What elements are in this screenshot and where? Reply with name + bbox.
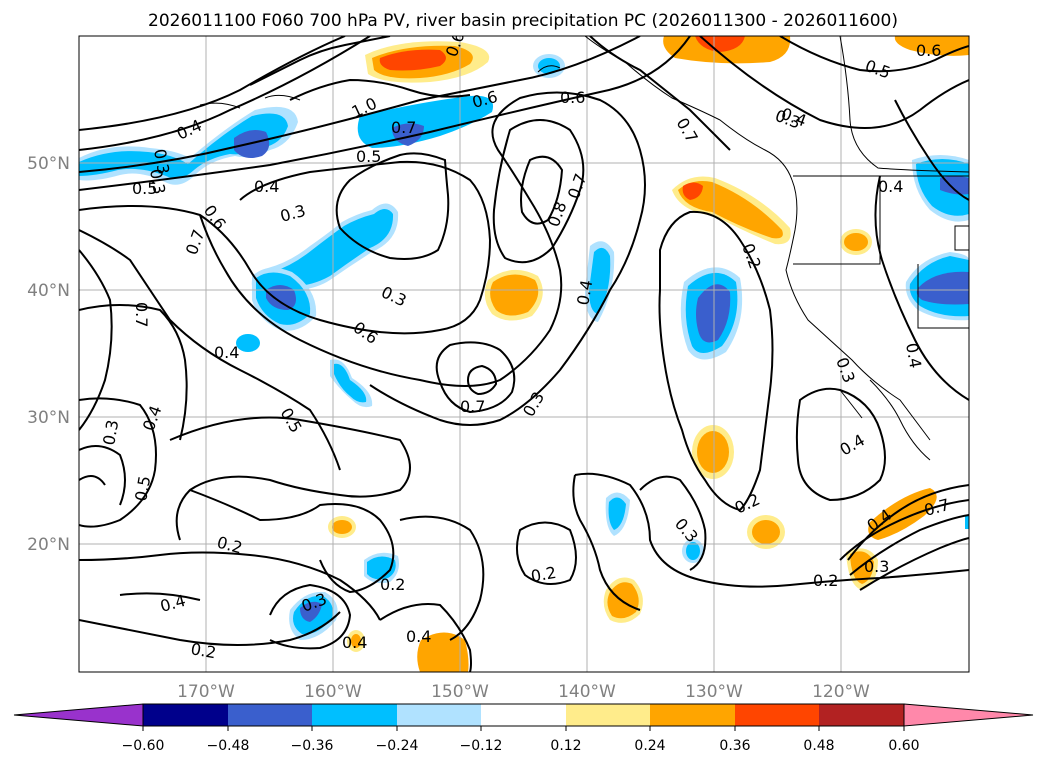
- contour-label: 0.6: [442, 29, 469, 59]
- contour-label: 0.7: [391, 118, 416, 137]
- colorbar-tick: 0.48: [803, 738, 834, 754]
- contour-label: 0.3: [864, 557, 889, 576]
- contour-label: 0.5: [131, 474, 154, 502]
- contour-label: 0.4: [573, 278, 596, 306]
- contour-label: 0.6: [560, 88, 585, 107]
- colorbar-tick: 0.24: [634, 738, 665, 754]
- lon-label: 160°W: [304, 682, 362, 702]
- lon-label: 130°W: [685, 682, 743, 702]
- contour-label: 0.2: [529, 563, 557, 586]
- colorbar-extend-low: [13, 703, 144, 727]
- colorbar: −0.60 −0.48 −0.36 −0.24 −0.12 0.12 0.24 …: [13, 703, 1034, 754]
- contour-label: 0.4: [342, 633, 367, 652]
- lon-label: 150°W: [431, 682, 489, 702]
- contour-label: 0.4: [214, 343, 239, 362]
- colorbar-tick: 0.36: [719, 738, 750, 754]
- figure-title: 2026011100 F060 700 hPa PV, river basin …: [148, 11, 898, 31]
- map-panel: 0.6 0.4 1.0 0.6 0.6 0.5 0.4 0.3 0.4 0.3 …: [79, 29, 969, 672]
- colorbar-swatch: [312, 704, 397, 726]
- colorbar-swatch: [566, 704, 650, 726]
- contour-label: 0.2: [189, 639, 217, 662]
- colorbar-swatch: [143, 704, 228, 726]
- contour-label: 0.4: [902, 341, 925, 369]
- contour-label: 0.5: [132, 179, 157, 198]
- lon-label: 140°W: [558, 682, 616, 702]
- latitude-labels: 50°N 40°N 30°N 20°N: [27, 154, 70, 555]
- lon-label: 120°W: [812, 682, 870, 702]
- colorbar-tick: −0.24: [376, 738, 419, 754]
- contour-label: 0.3: [150, 147, 173, 175]
- colorbar-tick: 0.12: [550, 738, 581, 754]
- lat-label: 40°N: [27, 281, 70, 301]
- contour-label: 0.7: [460, 397, 485, 416]
- colorbar-swatch: [819, 704, 904, 726]
- colorbar-swatch: [650, 704, 735, 726]
- contour-label: 0.7: [132, 302, 151, 327]
- colorbar-tick: −0.48: [207, 738, 250, 754]
- contour-label: 0.2: [813, 571, 838, 590]
- lat-label: 50°N: [27, 154, 70, 174]
- contour-label: 0.4: [254, 177, 279, 196]
- longitude-labels: 170°W 160°W 150°W 140°W 130°W 120°W: [177, 682, 870, 702]
- map-frame: [78, 35, 970, 673]
- colorbar-tick: −0.36: [291, 738, 334, 754]
- colorbar-swatch: [735, 704, 819, 726]
- colorbar-swatch: [481, 704, 566, 726]
- lat-label: 20°N: [27, 535, 70, 555]
- colorbar-tick: −0.12: [460, 738, 503, 754]
- contour-label: 0.5: [356, 147, 381, 166]
- colorbar-swatch: [228, 704, 312, 726]
- colorbar-swatch: [397, 704, 481, 726]
- contour-label: 0.6: [916, 41, 941, 60]
- colorbar-tick: −0.60: [122, 738, 165, 754]
- contour-label: 0.2: [380, 575, 405, 594]
- colorbar-tick: 0.60: [888, 738, 919, 754]
- pv-contours: [79, 36, 969, 672]
- coastline: [199, 36, 969, 461]
- contour-label: 0.3: [146, 167, 169, 195]
- lon-label: 170°W: [177, 682, 235, 702]
- colorbar-extend-high: [903, 703, 1034, 727]
- contour-label: 0.4: [878, 177, 903, 196]
- lat-label: 30°N: [27, 408, 70, 428]
- contour-label: 0.4: [406, 627, 431, 646]
- contour-label: 0.3: [99, 418, 122, 446]
